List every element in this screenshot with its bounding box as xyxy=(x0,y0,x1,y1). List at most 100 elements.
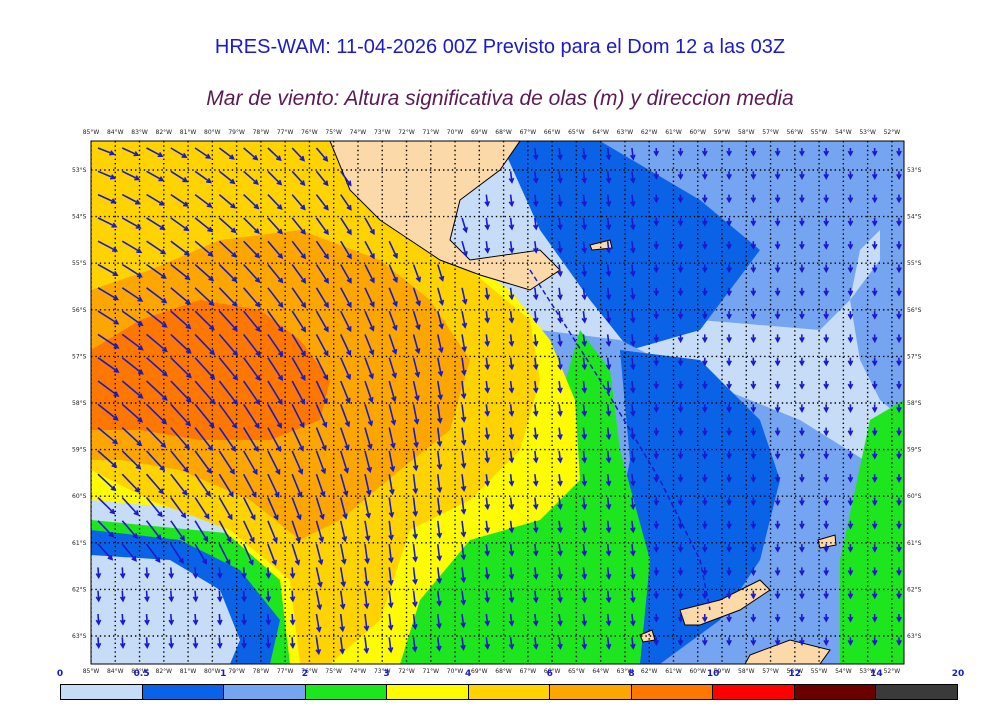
longitude-label: 73°W xyxy=(374,129,391,136)
direction-arrow xyxy=(460,544,467,561)
direction-arrow xyxy=(339,613,346,633)
direction-arrow xyxy=(484,311,491,324)
direction-arrow xyxy=(871,474,878,483)
direction-arrow xyxy=(750,380,757,390)
direction-arrow xyxy=(677,404,684,413)
direction-arrow xyxy=(364,450,373,474)
direction-arrow xyxy=(170,543,184,565)
direction-arrow xyxy=(605,287,612,301)
direction-arrow xyxy=(170,450,189,473)
direction-arrow xyxy=(340,194,352,211)
direction-arrow xyxy=(194,287,215,306)
direction-arrow xyxy=(750,404,757,413)
direction-arrow xyxy=(315,637,322,656)
direction-arrow xyxy=(871,450,878,460)
direction-arrow xyxy=(581,217,588,231)
direction-arrow xyxy=(508,380,515,394)
direction-arrow xyxy=(339,497,348,520)
direction-arrow xyxy=(484,241,491,254)
direction-arrow xyxy=(847,380,854,390)
direction-arrow xyxy=(436,637,442,652)
direction-arrow xyxy=(701,380,708,390)
direction-arrow xyxy=(605,241,612,254)
direction-arrow xyxy=(315,334,329,357)
longitude-label: 72°W xyxy=(398,668,415,675)
direction-arrow xyxy=(799,544,805,553)
direction-arrow xyxy=(896,171,902,180)
direction-arrow xyxy=(726,147,732,157)
direction-arrow xyxy=(581,194,588,208)
direction-arrow xyxy=(677,590,684,600)
direction-arrow xyxy=(581,474,588,487)
direction-arrow xyxy=(701,264,708,274)
direction-arrow xyxy=(97,403,119,421)
longitude-label: 70°W xyxy=(447,668,464,675)
direction-arrow xyxy=(508,450,515,464)
direction-arrow xyxy=(144,637,150,649)
direction-arrow xyxy=(267,287,284,309)
latitude-label: 55°S xyxy=(907,260,922,267)
direction-arrow xyxy=(339,473,349,497)
direction-arrow xyxy=(605,194,612,208)
direction-arrow xyxy=(364,543,370,565)
direction-arrow xyxy=(677,194,684,204)
direction-arrow xyxy=(97,357,120,373)
direction-arrow xyxy=(629,590,636,604)
map-frame xyxy=(90,140,905,665)
direction-arrow xyxy=(847,474,854,483)
direction-arrow xyxy=(823,311,830,320)
longitude-label: 81°W xyxy=(180,668,197,675)
direction-arrow xyxy=(653,311,660,320)
direction-arrow xyxy=(218,287,238,307)
direction-arrow xyxy=(170,287,192,305)
direction-arrow xyxy=(629,194,636,208)
direction-arrow xyxy=(241,613,247,626)
direction-arrow xyxy=(388,240,398,260)
direction-arrow xyxy=(726,241,732,250)
direction-arrow xyxy=(145,450,166,472)
direction-arrow xyxy=(726,590,732,600)
direction-arrow xyxy=(412,590,418,608)
longitude-label: 56°W xyxy=(787,668,804,675)
direction-arrow xyxy=(847,497,854,507)
direction-arrow xyxy=(896,427,902,437)
direction-arrow xyxy=(218,193,237,209)
direction-arrow xyxy=(653,380,660,390)
colorbar xyxy=(60,684,958,700)
direction-arrow xyxy=(339,520,348,543)
direction-arrow xyxy=(677,287,684,297)
longitude-label: 59°W xyxy=(714,129,731,136)
direction-arrow xyxy=(774,450,781,460)
direction-arrow xyxy=(774,497,781,507)
direction-arrow xyxy=(243,263,261,284)
direction-arrow xyxy=(242,450,258,476)
direction-arrow xyxy=(774,544,781,553)
direction-arrow xyxy=(436,474,443,494)
direction-arrow xyxy=(677,497,684,507)
colorbar-tick-label: 12 xyxy=(788,669,801,679)
direction-arrow xyxy=(823,427,830,437)
direction-arrow xyxy=(194,193,213,208)
direction-arrow xyxy=(168,567,175,580)
direction-arrow xyxy=(339,450,350,474)
direction-arrow xyxy=(508,567,515,580)
direction-arrow xyxy=(97,426,119,445)
direction-arrow xyxy=(412,264,422,283)
direction-arrow xyxy=(774,520,781,530)
direction-arrow xyxy=(871,217,878,227)
direction-arrow xyxy=(653,287,660,297)
direction-arrow xyxy=(460,637,466,651)
direction-arrow xyxy=(412,520,419,540)
direction-arrow xyxy=(726,427,732,437)
direction-arrow xyxy=(170,403,192,427)
longitude-label: 82°W xyxy=(156,129,173,136)
direction-arrow xyxy=(97,473,117,492)
direction-arrow xyxy=(437,264,445,282)
longitude-label: 70°W xyxy=(447,129,464,136)
direction-arrow xyxy=(265,613,272,626)
direction-arrow xyxy=(388,310,398,332)
direction-arrow xyxy=(750,287,757,297)
longitude-label: 67°W xyxy=(520,129,537,136)
latitude-label: 58°S xyxy=(72,400,87,407)
direction-arrow xyxy=(896,613,902,623)
